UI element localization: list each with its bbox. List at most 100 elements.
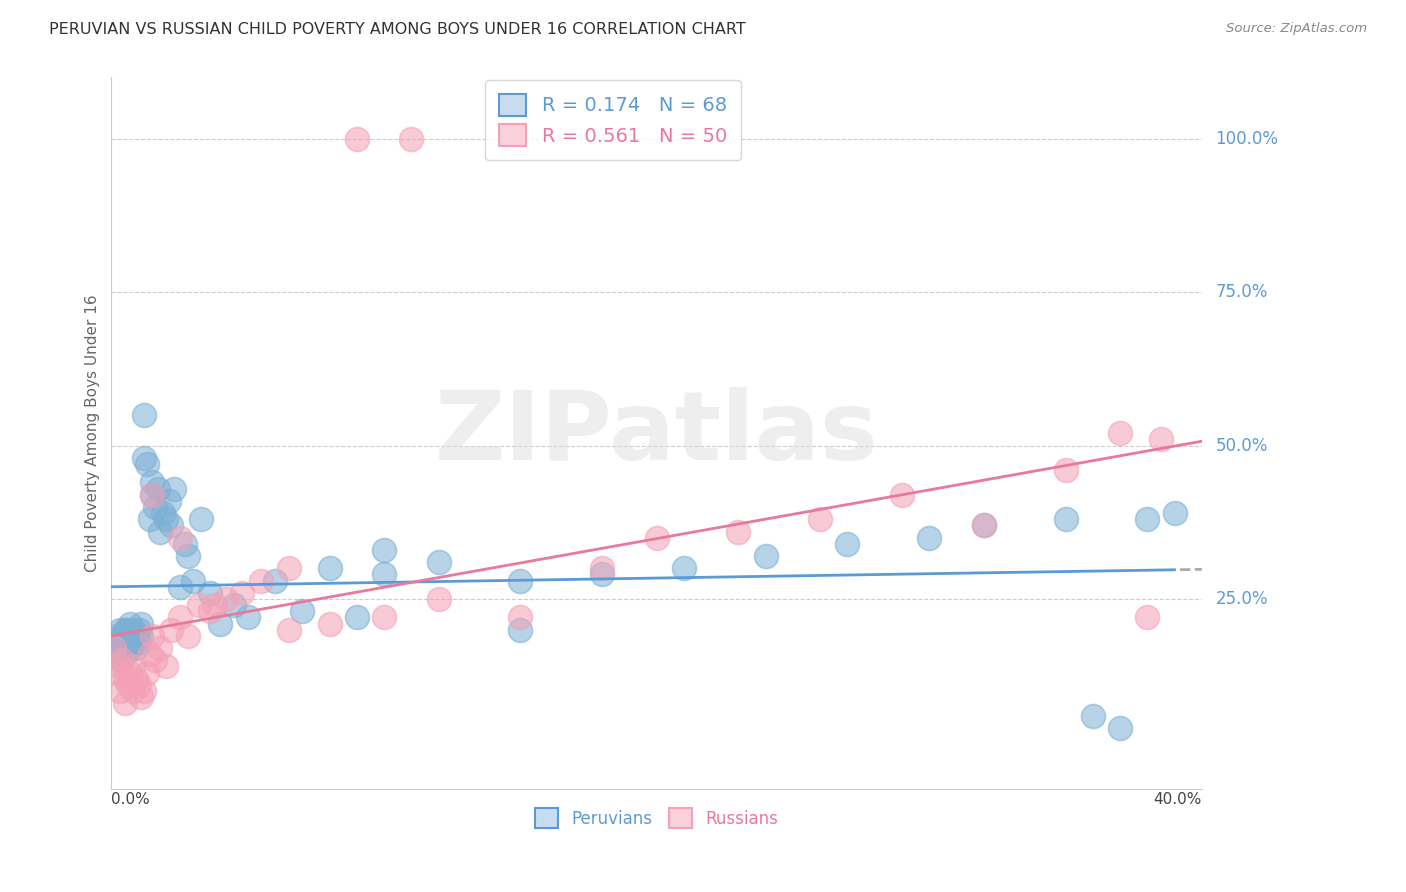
Point <box>973 518 995 533</box>
Point <box>114 647 136 661</box>
Point <box>134 684 156 698</box>
Point <box>117 635 139 649</box>
Point <box>169 610 191 624</box>
Point <box>1163 506 1185 520</box>
Point <box>160 623 183 637</box>
Point <box>222 598 245 612</box>
Point <box>128 635 150 649</box>
Point <box>111 635 134 649</box>
Point <box>122 635 145 649</box>
Point <box>1150 433 1173 447</box>
Point <box>141 475 163 490</box>
Point <box>125 629 148 643</box>
Point <box>114 672 136 686</box>
Point <box>427 555 450 569</box>
Point <box>105 665 128 680</box>
Text: 100.0%: 100.0% <box>1216 130 1278 148</box>
Point <box>141 488 163 502</box>
Point <box>187 598 209 612</box>
Point <box>135 665 157 680</box>
Point <box>215 592 238 607</box>
Point <box>138 647 160 661</box>
Point <box>169 580 191 594</box>
Point <box>108 623 131 637</box>
Point <box>427 592 450 607</box>
Point <box>125 672 148 686</box>
Text: 75.0%: 75.0% <box>1216 283 1268 301</box>
Point <box>1054 512 1077 526</box>
Point <box>111 629 134 643</box>
Point <box>149 641 172 656</box>
Point <box>190 512 212 526</box>
Point <box>155 512 177 526</box>
Point <box>134 408 156 422</box>
Point <box>250 574 273 588</box>
Point <box>373 610 395 624</box>
Point <box>141 629 163 643</box>
Point <box>152 506 174 520</box>
Point <box>1136 512 1159 526</box>
Text: 0.0%: 0.0% <box>111 792 150 807</box>
Point <box>291 604 314 618</box>
Point <box>277 561 299 575</box>
Text: PERUVIAN VS RUSSIAN CHILD POVERTY AMONG BOYS UNDER 16 CORRELATION CHART: PERUVIAN VS RUSSIAN CHILD POVERTY AMONG … <box>49 22 747 37</box>
Point <box>591 567 613 582</box>
Point <box>509 610 531 624</box>
Text: ZIPatlas: ZIPatlas <box>434 387 879 480</box>
Point <box>373 567 395 582</box>
Point <box>1081 708 1104 723</box>
Point <box>1109 721 1132 735</box>
Point <box>509 623 531 637</box>
Point <box>672 561 695 575</box>
Point <box>169 531 191 545</box>
Point <box>143 653 166 667</box>
Point <box>131 616 153 631</box>
Point <box>973 518 995 533</box>
Point <box>177 549 200 563</box>
Point <box>122 684 145 698</box>
Legend: Peruvians, Russians: Peruvians, Russians <box>529 802 786 834</box>
Point <box>128 678 150 692</box>
Point <box>120 641 142 656</box>
Point <box>135 457 157 471</box>
Point <box>131 690 153 705</box>
Point <box>125 641 148 656</box>
Point <box>103 641 125 656</box>
Point <box>277 623 299 637</box>
Point <box>138 512 160 526</box>
Point <box>174 537 197 551</box>
Point <box>1054 463 1077 477</box>
Point <box>236 610 259 624</box>
Point <box>204 598 226 612</box>
Text: 40.0%: 40.0% <box>1153 792 1202 807</box>
Point <box>264 574 287 588</box>
Point <box>160 518 183 533</box>
Point <box>177 629 200 643</box>
Point <box>111 653 134 667</box>
Point <box>114 696 136 710</box>
Point <box>105 629 128 643</box>
Point <box>346 132 368 146</box>
Point <box>163 482 186 496</box>
Text: 25.0%: 25.0% <box>1216 590 1268 608</box>
Point <box>143 500 166 514</box>
Point <box>114 629 136 643</box>
Point <box>155 659 177 673</box>
Point <box>808 512 831 526</box>
Point <box>318 616 340 631</box>
Point <box>108 684 131 698</box>
Point <box>837 537 859 551</box>
Point <box>891 488 914 502</box>
Point <box>105 647 128 661</box>
Point <box>120 616 142 631</box>
Point <box>918 531 941 545</box>
Point <box>1109 426 1132 441</box>
Point <box>114 623 136 637</box>
Point <box>1136 610 1159 624</box>
Point <box>346 610 368 624</box>
Point <box>198 604 221 618</box>
Point <box>117 623 139 637</box>
Point <box>198 586 221 600</box>
Point <box>117 678 139 692</box>
Point <box>645 531 668 545</box>
